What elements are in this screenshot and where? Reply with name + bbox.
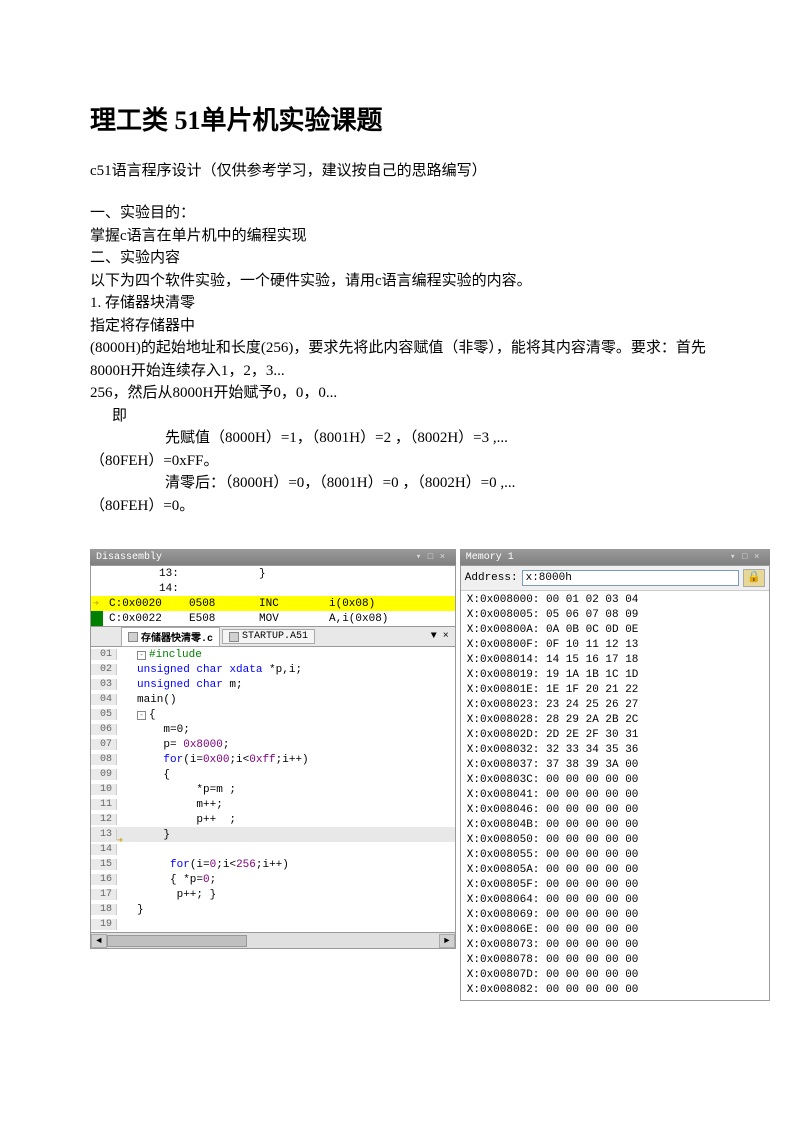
tab-file1[interactable]: 存储器快清零.c — [121, 627, 220, 647]
memory-line: X:0x008028: 28 29 2A 2B 2C — [461, 713, 769, 728]
para: 指定将存储器中 — [90, 315, 710, 338]
disasm-line: C:0x0022E508MOVA,i(0x08) — [91, 611, 455, 626]
editor-tabs: 存储器快清零.c STARTUP.A51 ▼ × — [90, 627, 456, 647]
code-line[interactable]: 12 p++ ; — [91, 812, 455, 827]
tabs-close[interactable]: ▼ × — [431, 631, 449, 642]
para: 二、实验内容 — [90, 247, 710, 270]
memory-line: X:0x00803C: 00 00 00 00 00 — [461, 773, 769, 788]
memory-line: X:0x008005: 05 06 07 08 09 — [461, 608, 769, 623]
lock-icon[interactable]: 🔒 — [743, 569, 765, 587]
subtitle: c51语言程序设计（仅供参考学习，建议按自己的思路编写） — [90, 159, 710, 180]
memory-line: X:0x00807D: 00 00 00 00 00 — [461, 968, 769, 983]
file-icon — [229, 632, 239, 642]
disasm-line: 14: — [91, 581, 455, 596]
memory-line: X:0x00805F: 00 00 00 00 00 — [461, 878, 769, 893]
memory-line: X:0x008041: 00 00 00 00 00 — [461, 788, 769, 803]
code-line[interactable]: 18} — [91, 902, 455, 917]
para: (8000H)的起始地址和长度(256)，要求先将此内容赋值（非零），能将其内容… — [90, 337, 710, 382]
pane-controls[interactable]: ▾□× — [414, 552, 450, 563]
disasm-box: 13:}14:C:0x00200508INCi(0x08)C:0x0022E50… — [90, 565, 456, 627]
para: 1. 存储器块清零 — [90, 292, 710, 315]
memory-line: X:0x008000: 00 01 02 03 04 — [461, 593, 769, 608]
left-pane: Disassembly ▾□× 13:}14:C:0x00200508INCi(… — [90, 549, 456, 1001]
scroll-left[interactable]: ◄ — [91, 934, 107, 948]
memory-line: X:0x00805A: 00 00 00 00 00 — [461, 863, 769, 878]
code-line[interactable]: 06 m=0; — [91, 722, 455, 737]
code-line[interactable]: 08 for(i=0x00;i<0xff;i++) — [91, 752, 455, 767]
pane-controls[interactable]: ▾□× — [728, 552, 764, 563]
right-pane: Memory 1 ▾□× Address: 🔒 X:0x008000: 00 0… — [460, 549, 770, 1001]
memory-line: X:0x008069: 00 00 00 00 00 — [461, 908, 769, 923]
memory-box: Address: 🔒 X:0x008000: 00 01 02 03 04X:0… — [460, 565, 770, 1001]
para: 清零后：（8000H）=0，（8001H）=0 ，（8002H）=0 ,... — [90, 472, 710, 495]
code-line[interactable]: 13 } — [91, 827, 455, 842]
memory-line: X:0x008019: 19 1A 1B 1C 1D — [461, 668, 769, 683]
code-line[interactable]: 02unsigned char xdata *p,i; — [91, 662, 455, 677]
para: 即 — [90, 405, 710, 428]
memory-line: X:0x008064: 00 00 00 00 00 — [461, 893, 769, 908]
memory-line: X:0x008032: 32 33 34 35 36 — [461, 743, 769, 758]
tab-file2[interactable]: STARTUP.A51 — [222, 629, 315, 644]
memory-title: Memory 1 — [466, 552, 514, 563]
memory-line: X:0x008082: 00 00 00 00 00 — [461, 983, 769, 998]
memory-line: X:0x00800F: 0F 10 11 12 13 — [461, 638, 769, 653]
code-line[interactable]: 16 { *p=0; — [91, 872, 455, 887]
address-label: Address: — [465, 572, 518, 584]
body-text: 一、实验目的： 掌握c语言在单片机中的编程实现 二、实验内容 以下为四个软件实验… — [90, 202, 710, 517]
code-line[interactable]: 19 — [91, 917, 455, 932]
scroll-right[interactable]: ► — [439, 934, 455, 948]
memory-rows: X:0x008000: 00 01 02 03 04X:0x008005: 05… — [461, 591, 769, 1000]
memory-titlebar: Memory 1 ▾□× — [460, 549, 770, 565]
para: 256，然后从8000H开始赋予0，0，0... — [90, 382, 710, 405]
page-title: 理工类 51单片机实验课题 — [90, 100, 710, 137]
code-line[interactable]: 11 m++; — [91, 797, 455, 812]
code-line[interactable]: 10 *p=m ; — [91, 782, 455, 797]
code-line[interactable]: 14 — [91, 842, 455, 857]
code-line[interactable]: 07 p= 0x8000; — [91, 737, 455, 752]
memory-line: X:0x008037: 37 38 39 3A 00 — [461, 758, 769, 773]
code-line[interactable]: 09 { — [91, 767, 455, 782]
address-input[interactable] — [522, 570, 739, 586]
scroll-thumb[interactable] — [107, 935, 247, 947]
para: （80FEH）=0。 — [90, 495, 710, 518]
code-line[interactable]: 17 p++; } — [91, 887, 455, 902]
memory-line: X:0x00800A: 0A 0B 0C 0D 0E — [461, 623, 769, 638]
memory-line: X:0x00801E: 1E 1F 20 21 22 — [461, 683, 769, 698]
para: 一、实验目的： — [90, 202, 710, 225]
memory-line: X:0x008046: 00 00 00 00 00 — [461, 803, 769, 818]
memory-line: X:0x008050: 00 00 00 00 00 — [461, 833, 769, 848]
memory-line: X:0x00806E: 00 00 00 00 00 — [461, 923, 769, 938]
code-line[interactable]: 01-#include — [91, 647, 455, 662]
h-scrollbar[interactable]: ◄ ► — [90, 933, 456, 949]
code-line[interactable]: 04main() — [91, 692, 455, 707]
memory-line: X:0x008073: 00 00 00 00 00 — [461, 938, 769, 953]
memory-line: X:0x008023: 23 24 25 26 27 — [461, 698, 769, 713]
disasm-line: 13:} — [91, 566, 455, 581]
disasm-title: Disassembly — [96, 552, 162, 563]
memory-line: X:0x008078: 00 00 00 00 00 — [461, 953, 769, 968]
memory-line: X:0x00804B: 00 00 00 00 00 — [461, 818, 769, 833]
para: 掌握c语言在单片机中的编程实现 — [90, 225, 710, 248]
memory-line: X:0x008055: 00 00 00 00 00 — [461, 848, 769, 863]
disasm-line: C:0x00200508INCi(0x08) — [91, 596, 455, 611]
code-area[interactable]: 01-#include02unsigned char xdata *p,i;03… — [90, 647, 456, 933]
code-line[interactable]: 05-{ — [91, 707, 455, 722]
para: 先赋值（8000H）=1，（8001H）=2 ，（8002H）=3 ,... — [90, 427, 710, 450]
file-icon — [128, 632, 138, 642]
memory-line: X:0x00802D: 2D 2E 2F 30 31 — [461, 728, 769, 743]
para: （80FEH）=0xFF。 — [90, 450, 710, 473]
code-line[interactable]: 15 for(i=0;i<256;i++) — [91, 857, 455, 872]
para: 以下为四个软件实验，一个硬件实验，请用c语言编程实验的内容。 — [90, 270, 710, 293]
code-line[interactable]: 03unsigned char m; — [91, 677, 455, 692]
disasm-titlebar: Disassembly ▾□× — [90, 549, 456, 565]
memory-line: X:0x008014: 14 15 16 17 18 — [461, 653, 769, 668]
